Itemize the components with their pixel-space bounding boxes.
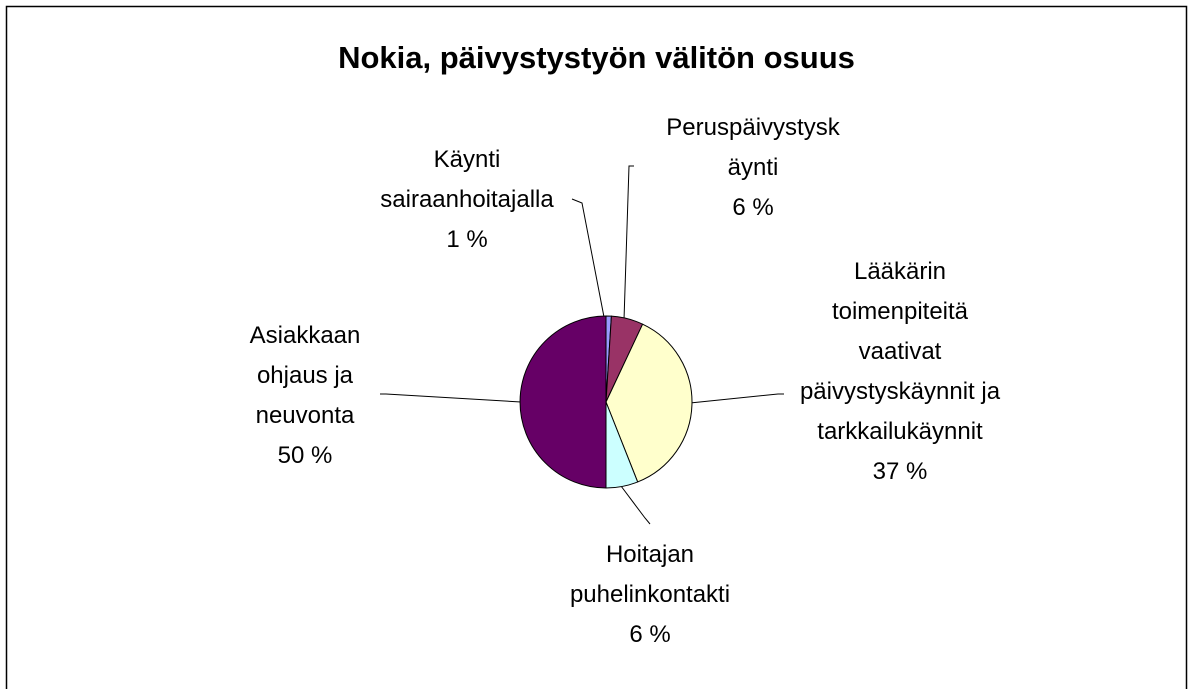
value-label: 6 % <box>732 194 774 221</box>
leader-line <box>689 393 784 404</box>
value-label: 1 % <box>446 226 488 253</box>
data-label: Asiakkaan ohjaus ja neuvonta 50 % <box>230 316 380 476</box>
category-label: Lääkärin toimenpiteitä vaativat päivysty… <box>799 258 1001 445</box>
data-label: Lääkärin toimenpiteitä vaativat päivysty… <box>790 252 1010 492</box>
leader-lines <box>380 165 784 525</box>
value-label: 50 % <box>277 442 333 469</box>
leader-line <box>380 393 522 403</box>
value-label: 37 % <box>872 458 928 485</box>
data-label: Peruspäivystyskäynti 6 % <box>630 108 876 228</box>
pie-slice <box>519 315 607 489</box>
category-label: Käynti sairaanhoitajalla <box>380 146 554 213</box>
value-label: 6 % <box>629 621 671 648</box>
category-label: Asiakkaan ohjaus ja neuvonta <box>249 322 361 429</box>
leader-line <box>571 198 605 318</box>
data-label: Käynti sairaanhoitajalla 1 % <box>362 140 572 260</box>
category-label: Peruspäivystyskäynti <box>666 114 840 181</box>
category-label: Hoitajan puhelinkontakti <box>569 541 731 608</box>
leader-line <box>623 165 634 321</box>
pie <box>519 315 693 489</box>
chart-title: Nokia, päivystystyön välitön osuus <box>338 40 855 75</box>
leader-line <box>620 485 651 525</box>
pie-slice <box>605 323 693 483</box>
frame <box>5 5 1188 689</box>
data-label: Hoitajan puhelinkontakti 6 % <box>550 535 750 655</box>
